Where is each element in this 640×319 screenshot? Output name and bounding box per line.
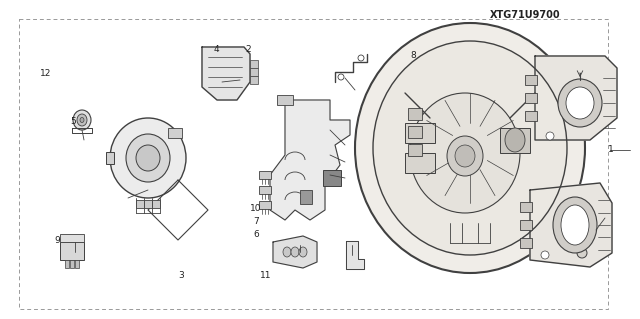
Bar — [106, 152, 114, 164]
Ellipse shape — [355, 23, 585, 273]
Bar — [520, 238, 532, 248]
Polygon shape — [530, 183, 612, 267]
Ellipse shape — [566, 87, 594, 119]
Ellipse shape — [553, 197, 597, 253]
Ellipse shape — [126, 134, 170, 182]
Bar — [525, 111, 537, 121]
Bar — [259, 171, 271, 179]
Text: 7: 7 — [253, 217, 259, 226]
Bar — [300, 190, 312, 204]
Text: 11: 11 — [260, 271, 271, 280]
Bar — [144, 200, 152, 208]
Bar — [250, 76, 258, 84]
Ellipse shape — [358, 55, 364, 61]
Bar — [250, 68, 258, 76]
Bar — [408, 108, 422, 120]
Bar — [525, 75, 537, 85]
Bar — [152, 200, 160, 208]
Ellipse shape — [455, 145, 475, 167]
Ellipse shape — [136, 145, 160, 171]
Text: 10: 10 — [250, 204, 262, 213]
Ellipse shape — [291, 247, 299, 257]
Bar — [60, 242, 84, 260]
Bar — [75, 260, 79, 268]
Ellipse shape — [447, 136, 483, 176]
Text: 8: 8 — [410, 51, 415, 60]
Ellipse shape — [77, 114, 87, 126]
Ellipse shape — [283, 247, 291, 257]
Polygon shape — [535, 56, 617, 140]
Bar — [525, 93, 537, 103]
Ellipse shape — [577, 248, 587, 258]
Bar — [408, 144, 422, 156]
Text: 9: 9 — [55, 236, 60, 245]
Bar — [70, 260, 74, 268]
Ellipse shape — [561, 205, 589, 245]
Ellipse shape — [558, 79, 602, 127]
Ellipse shape — [505, 128, 525, 152]
Polygon shape — [202, 47, 250, 100]
Bar — [259, 201, 271, 209]
Polygon shape — [273, 236, 317, 268]
Bar — [60, 234, 84, 242]
Text: 4: 4 — [214, 45, 219, 54]
Text: 5: 5 — [71, 117, 76, 126]
Ellipse shape — [299, 247, 307, 257]
Bar — [259, 186, 271, 194]
Text: 3: 3 — [179, 271, 184, 280]
Bar — [136, 200, 144, 208]
Bar — [500, 128, 530, 153]
Ellipse shape — [110, 118, 186, 198]
Text: 12: 12 — [40, 69, 52, 78]
Text: XTG71U9700: XTG71U9700 — [490, 10, 560, 19]
Ellipse shape — [373, 41, 567, 255]
Bar — [168, 128, 182, 138]
Ellipse shape — [546, 132, 554, 140]
Ellipse shape — [410, 93, 520, 213]
Text: 6: 6 — [253, 230, 259, 239]
Bar — [323, 170, 341, 186]
Bar — [408, 126, 422, 138]
Bar — [250, 60, 258, 68]
Polygon shape — [270, 100, 350, 220]
Bar — [405, 123, 435, 143]
Polygon shape — [346, 241, 364, 269]
Ellipse shape — [338, 74, 344, 80]
Ellipse shape — [80, 117, 84, 122]
Bar — [65, 260, 69, 268]
Bar — [277, 95, 293, 105]
Bar — [520, 220, 532, 230]
Bar — [520, 202, 532, 212]
Text: 1: 1 — [609, 145, 614, 154]
Ellipse shape — [541, 251, 549, 259]
Bar — [405, 153, 435, 173]
Ellipse shape — [73, 110, 91, 130]
Text: 2: 2 — [246, 45, 251, 54]
